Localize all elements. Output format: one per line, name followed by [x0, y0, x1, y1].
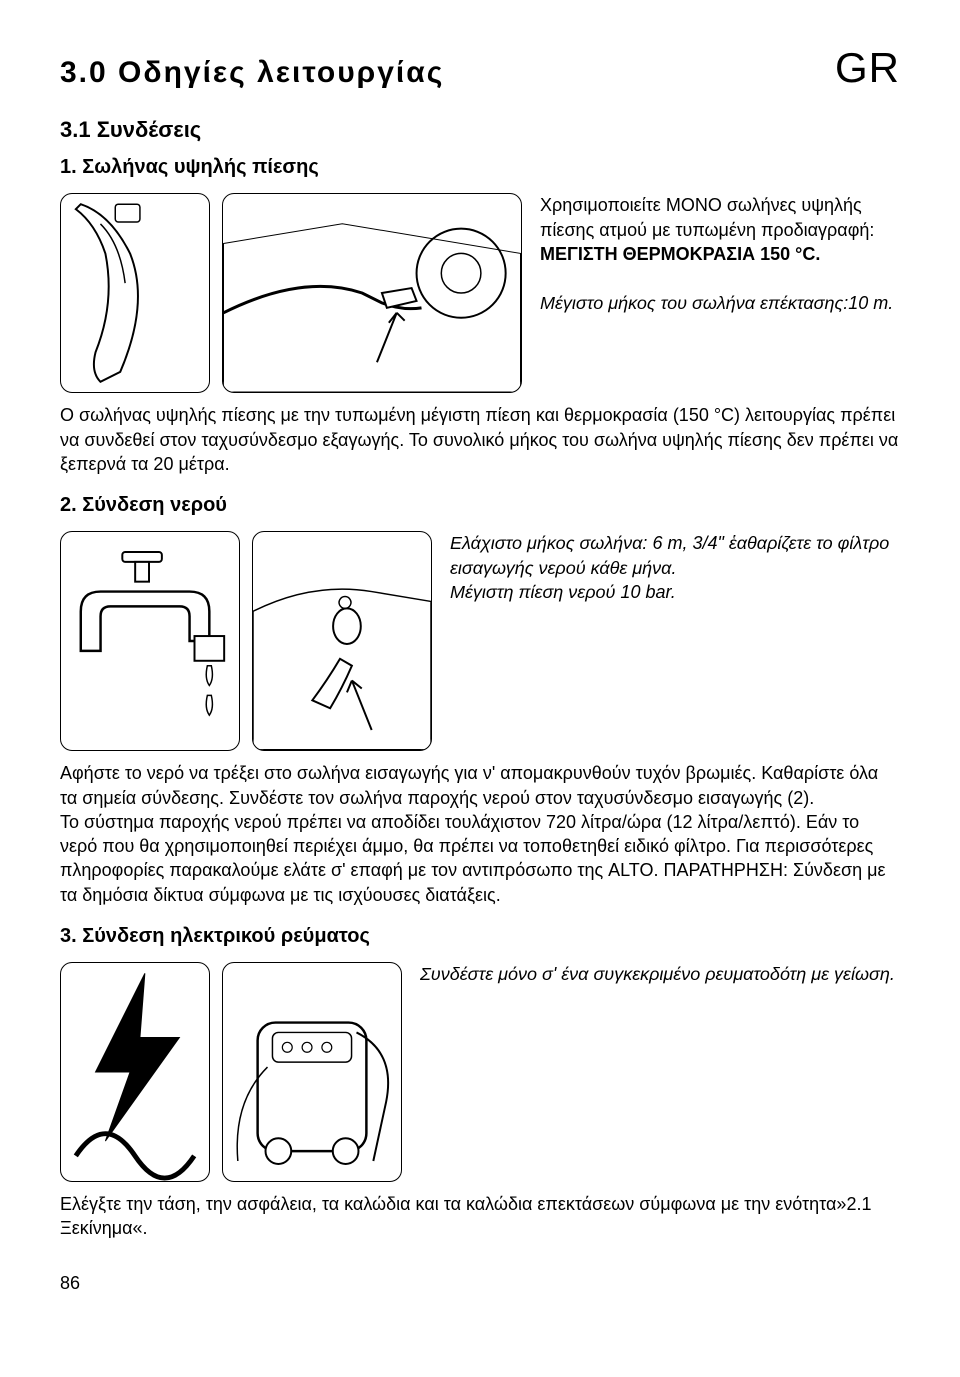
step3-para: Ελέγξτε την τάση, την ασφάλεια, τα καλώδ…: [60, 1192, 900, 1241]
step2-side-italic1: Ελάχιστο μήκος σωλήνα: 6 m, 3/4" ἑαθαρίζ…: [450, 531, 900, 580]
illustration-spray-gun: [60, 193, 210, 393]
step2-title: 2. Σύνδεση νερού: [60, 492, 900, 519]
step3-side-italic: Συνδέστε μόνο σ' ένα συγκεκριμένο ρευματ…: [420, 962, 900, 986]
step2-side-text: Ελάχιστο μήκος σωλήνα: 6 m, 3/4" ἑαθαρίζ…: [444, 531, 900, 604]
step2-side-italic2: Μέγιστη πίεση νερού 10 bar.: [450, 580, 900, 604]
step2-row: Ελάχιστο μήκος σωλήνα: 6 m, 3/4" ἑαθαρίζ…: [60, 531, 900, 751]
step1-side-italic: Μέγιστο μήκος του σωλήνα επέκτασης:10 m.: [540, 291, 900, 315]
illustration-hose-connect: [222, 193, 522, 393]
step1-title: 1. Σωλήνας υψηλής πίεσης: [60, 154, 900, 181]
illustration-electric-symbol: [60, 962, 210, 1182]
illustration-machine: [222, 962, 402, 1182]
step2-para: Αφήστε το νερό να τρέξει στο σωλήνα εισα…: [60, 761, 900, 907]
step1-side-text: Χρησιμοποιείτε ΜΟΝΟ σωλήνες υψηλής πίεση…: [534, 193, 900, 314]
illustration-water-inlet: [252, 531, 432, 751]
header-title: 3.0 Οδηγίες λειτουργίας: [60, 53, 444, 94]
step1-side-spec: ΜΕΓΙΣΤΗ ΘΕΡΜΟΚΡΑΣΙΑ 150 °C.: [540, 242, 900, 266]
header-lang: GR: [835, 40, 900, 97]
step1-para: Ο σωλήνας υψηλής πίεσης με την τυπωμένη …: [60, 403, 900, 476]
step3-title: 3. Σύνδεση ηλεκτρικού ρεύματος: [60, 923, 900, 950]
illustration-faucet: [60, 531, 240, 751]
step1-row: Χρησιμοποιείτε ΜΟΝΟ σωλήνες υψηλής πίεση…: [60, 193, 900, 393]
step1-side-line1: Χρησιμοποιείτε ΜΟΝΟ σωλήνες υψηλής πίεση…: [540, 193, 900, 242]
step3-side-text: Συνδέστε μόνο σ' ένα συγκεκριμένο ρευματ…: [414, 962, 900, 986]
section-title: 3.1 Συνδέσεις: [60, 115, 900, 145]
step3-row: Συνδέστε μόνο σ' ένα συγκεκριμένο ρευματ…: [60, 962, 900, 1182]
page-number: 86: [60, 1271, 900, 1295]
page-header: 3.0 Οδηγίες λειτουργίας GR: [60, 40, 900, 97]
